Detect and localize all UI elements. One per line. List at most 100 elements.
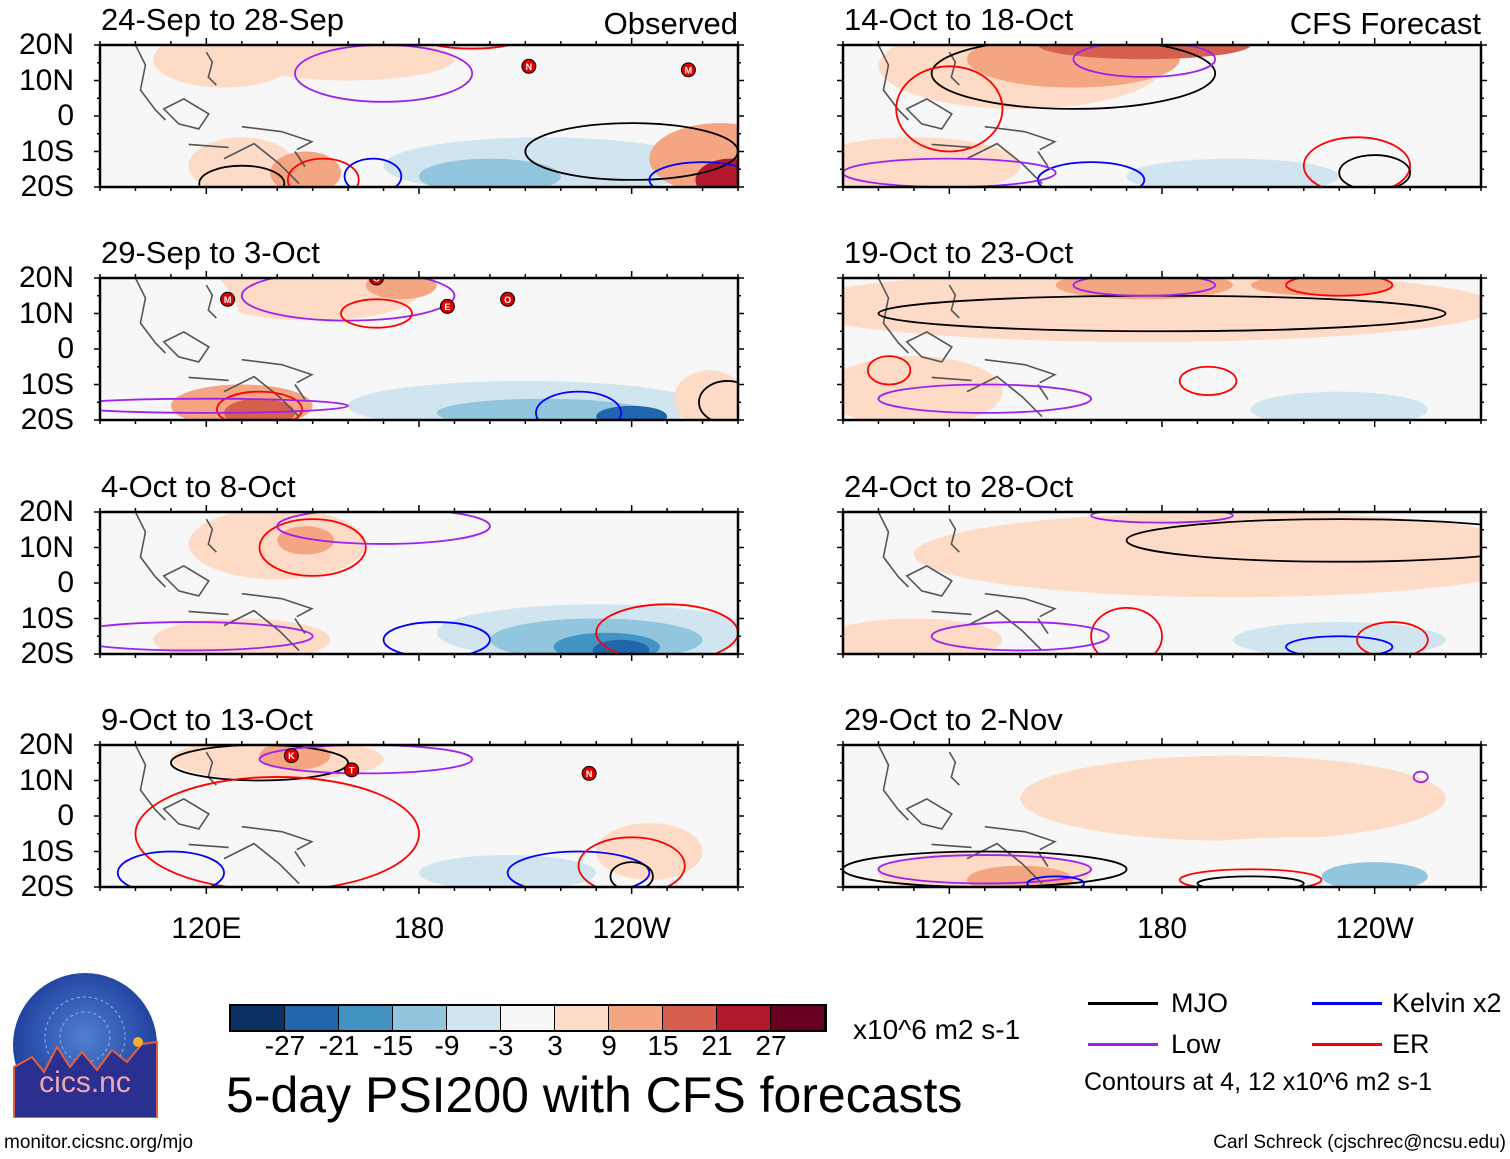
psi-anomaly-shading <box>596 405 668 420</box>
er-contour <box>1302 136 1411 187</box>
psi-anomaly-shading <box>1126 837 1481 887</box>
er-contour <box>577 836 686 887</box>
lat-tick-label: 20N <box>18 495 74 528</box>
er-contour <box>1285 278 1394 297</box>
lat-tick-label: 20S <box>20 870 74 903</box>
panel-title: 14-Oct to 18-Oct <box>844 2 1074 37</box>
map-panel: M G E O <box>94 271 744 427</box>
panel-tag: CFS Forecast <box>1289 6 1481 41</box>
kelvin-contour <box>1026 875 1085 887</box>
psi-anomaly-shading <box>507 752 721 809</box>
colorbar-swatch <box>285 1006 339 1030</box>
panel-title: 29-Oct to 2-Nov <box>844 702 1063 737</box>
low-contour <box>258 745 474 775</box>
map-panel: K T N <box>94 738 744 894</box>
legend-mjo-label: MJO <box>1171 988 1228 1018</box>
storm-marker[interactable]: M <box>680 62 696 78</box>
lon-tick-label: 180 <box>393 912 445 945</box>
storm-name: O <box>504 295 511 305</box>
psi-anomaly-shading <box>843 512 950 537</box>
coastline <box>134 45 314 185</box>
psi-anomaly-shading <box>638 512 738 544</box>
colorbar-tick-label: 15 <box>647 1030 679 1061</box>
er-contour <box>1356 621 1429 654</box>
colorbar-swatch <box>447 1006 501 1030</box>
colorbar-tick-label: 3 <box>547 1030 563 1061</box>
legend-low-line <box>1088 1043 1158 1046</box>
low-contour <box>276 512 491 545</box>
storm-name: N <box>586 769 593 779</box>
colorbar-swatch <box>339 1006 393 1030</box>
colorbar-tick-label: 9 <box>601 1030 617 1061</box>
storm-marker[interactable]: N <box>581 765 597 781</box>
map-panel <box>837 271 1487 427</box>
low-contour <box>100 397 349 414</box>
mjo-contour <box>1338 154 1412 187</box>
coastline <box>877 45 1057 185</box>
storm-name: M <box>224 295 232 305</box>
lat-tick-label: 10N <box>18 763 74 797</box>
storm-name: E <box>444 302 450 312</box>
coastline <box>134 512 314 652</box>
mjo-contour <box>198 164 286 187</box>
storm-marker[interactable]: O <box>500 291 516 307</box>
er-contour <box>216 390 303 420</box>
storm-name: G <box>373 274 380 284</box>
author-credit: Carl Schreck (cjschrec@ncsu.edu) <box>1213 1132 1506 1153</box>
lat-tick-label: 20S <box>20 637 74 670</box>
panel-title: 24-Oct to 28-Oct <box>844 469 1074 504</box>
kelvin-contour <box>116 850 225 887</box>
storm-marker[interactable]: E <box>439 298 455 314</box>
psi-anomaly-shading <box>1250 278 1393 296</box>
psi-anomaly-shading <box>365 278 437 300</box>
low-contour <box>1412 770 1429 784</box>
lat-tick-label: 0 <box>57 99 74 132</box>
psi-anomaly-shading <box>1250 391 1428 420</box>
storm-marker[interactable]: T <box>344 762 360 778</box>
storm-marker[interactable]: K <box>283 748 299 764</box>
colorbar-swatch <box>393 1006 447 1030</box>
kelvin-contour <box>535 390 622 420</box>
lat-tick-label: 10N <box>18 63 74 97</box>
low-contour <box>877 854 1093 885</box>
lat-tick-label: 20N <box>18 261 74 294</box>
colorbar-tick-label: -3 <box>488 1030 514 1061</box>
storm-marker[interactable]: G <box>368 271 384 286</box>
storm-marker[interactable]: N <box>521 58 537 74</box>
low-contour <box>240 278 456 322</box>
low-contour <box>843 157 1057 187</box>
colorbar-swatch <box>231 1006 285 1030</box>
storm-name: N <box>526 62 533 72</box>
colorbar <box>229 1004 827 1032</box>
er-contour <box>258 518 367 577</box>
colorbar-swatch <box>771 1006 825 1030</box>
lat-tick-label: 0 <box>57 799 74 832</box>
er-contour <box>340 298 413 329</box>
psi-anomaly-shading <box>1232 622 1446 654</box>
psi-anomaly-shading <box>1020 755 1446 841</box>
lat-tick-label: 10N <box>18 530 74 564</box>
low-contour <box>930 621 1110 652</box>
psi-anomaly-shading <box>843 618 1003 654</box>
legend-kelvin-line <box>1312 1002 1382 1005</box>
er-contour <box>134 776 420 887</box>
panel-title: 9-Oct to 13-Oct <box>101 702 313 737</box>
mjo-contour <box>843 850 1128 887</box>
storm-name: T <box>349 765 355 775</box>
colorbar-tick-label: -27 <box>264 1030 306 1061</box>
low-contour <box>100 621 314 652</box>
lon-tick-label: 120W <box>1335 912 1414 945</box>
panel-title: 24-Sep to 28-Sep <box>101 2 345 37</box>
source-url[interactable]: monitor.cicsnc.org/mjo <box>4 1132 194 1153</box>
panel-tag: Observed <box>603 6 738 41</box>
er-contour <box>1178 365 1238 397</box>
storm-marker[interactable]: M <box>220 291 236 307</box>
lat-tick-label: 20S <box>20 170 74 203</box>
mjo-contour <box>524 122 738 181</box>
kelvin-contour <box>382 621 491 654</box>
colorbar-tick-label: 27 <box>755 1030 787 1061</box>
er-contour <box>432 45 512 50</box>
er-contour <box>1090 606 1163 654</box>
psi-anomaly-shading <box>592 639 650 654</box>
psi-anomaly-shading <box>613 278 738 307</box>
